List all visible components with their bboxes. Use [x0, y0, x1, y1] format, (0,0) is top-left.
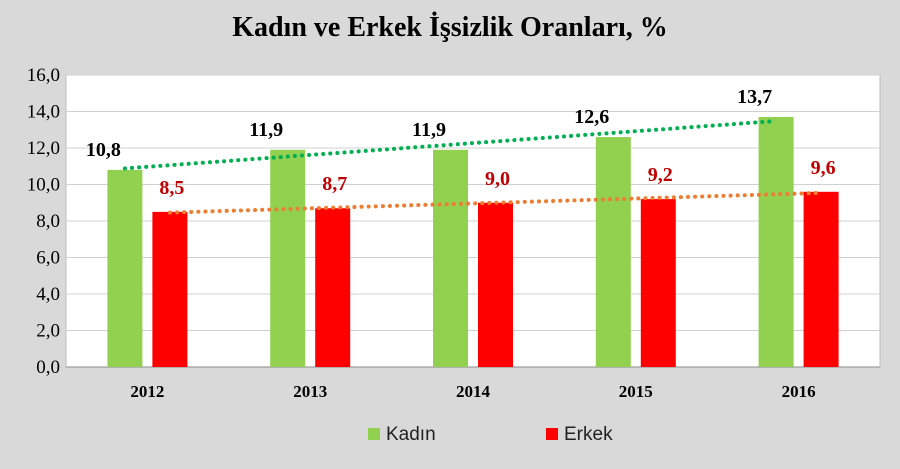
data-label: 8,7: [322, 173, 347, 195]
x-tick-label: 2013: [293, 382, 327, 401]
bar-kadın: [270, 149, 306, 367]
y-tick-label: 12,0: [27, 138, 60, 159]
data-label: 11,9: [412, 119, 446, 141]
legend-swatch: [368, 428, 380, 440]
legend-swatch: [546, 428, 558, 440]
bar-erkek: [152, 211, 188, 367]
bar-erkek: [803, 191, 839, 367]
bar-kadın: [107, 169, 143, 367]
bar-kadın: [433, 149, 468, 367]
data-label: 13,7: [737, 86, 772, 108]
y-tick-label: 8,0: [36, 211, 60, 232]
data-label: 12,6: [574, 106, 609, 128]
bar-erkek: [478, 202, 513, 367]
y-tick-label: 2,0: [36, 321, 60, 342]
bar-erkek: [315, 208, 351, 367]
y-tick-label: 0,0: [36, 357, 60, 378]
data-label: 9,6: [811, 157, 836, 179]
data-label: 9,2: [648, 164, 673, 186]
y-tick-label: 10,0: [27, 175, 60, 196]
y-tick-label: 14,0: [27, 102, 60, 123]
y-tick-label: 4,0: [36, 284, 60, 305]
trendline-kadın: [122, 118, 779, 171]
x-tick-label: 2016: [782, 382, 816, 401]
data-label: 9,0: [485, 168, 510, 190]
bar-kadın: [758, 116, 794, 367]
x-tick-label: 2015: [619, 382, 653, 401]
legend-label: Kadın: [386, 424, 436, 445]
trendline-erkek: [167, 190, 824, 215]
x-tick-label: 2014: [456, 382, 491, 401]
y-tick-label: 6,0: [36, 248, 60, 269]
chart-title: Kadın ve Erkek İşsizlik Oranları, %: [232, 12, 668, 43]
data-label: 10,8: [86, 139, 121, 161]
data-label: 11,9: [249, 119, 283, 141]
bar-kadın: [595, 137, 631, 367]
bar-erkek: [640, 199, 676, 367]
legend-label: Erkek: [564, 424, 613, 445]
data-label: 8,5: [159, 177, 184, 199]
x-tick-label: 2012: [130, 382, 164, 401]
y-tick-label: 16,0: [27, 65, 60, 86]
